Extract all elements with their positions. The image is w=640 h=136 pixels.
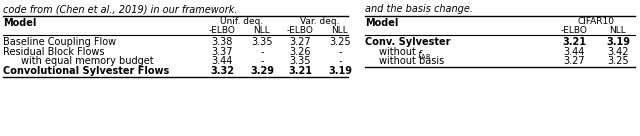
Text: NLL: NLL — [332, 26, 348, 35]
Text: 3.32: 3.32 — [210, 66, 234, 76]
Text: -: - — [260, 47, 264, 57]
Text: code from (Chen et al., 2019) in our framework.: code from (Chen et al., 2019) in our fra… — [3, 4, 237, 14]
Text: 3.27: 3.27 — [563, 56, 585, 66]
Text: -: - — [260, 56, 264, 66]
Text: NLL: NLL — [610, 26, 627, 35]
Text: $f_\mathrm{AR}$: $f_\mathrm{AR}$ — [417, 48, 431, 62]
Text: Convolutional Sylvester Flows: Convolutional Sylvester Flows — [3, 66, 169, 76]
Text: -ELBO: -ELBO — [561, 26, 588, 35]
Text: 3.21: 3.21 — [562, 37, 586, 47]
Text: 3.37: 3.37 — [211, 47, 233, 57]
Text: Var. deq.: Var. deq. — [300, 18, 340, 27]
Text: -ELBO: -ELBO — [209, 26, 236, 35]
Text: Baseline Coupling Flow: Baseline Coupling Flow — [3, 37, 116, 47]
Text: and the basis change.: and the basis change. — [365, 4, 473, 14]
Text: 3.26: 3.26 — [289, 47, 311, 57]
Text: 3.29: 3.29 — [250, 66, 274, 76]
Text: Residual Block Flows: Residual Block Flows — [3, 47, 104, 57]
Text: NLL: NLL — [253, 26, 270, 35]
Text: -ELBO: -ELBO — [287, 26, 314, 35]
Text: Conv. Sylvester: Conv. Sylvester — [365, 37, 451, 47]
Text: without basis: without basis — [379, 56, 444, 66]
Text: 3.42: 3.42 — [607, 47, 628, 57]
Text: 3.44: 3.44 — [563, 47, 585, 57]
Text: 3.35: 3.35 — [289, 56, 311, 66]
Text: with equal memory budget: with equal memory budget — [21, 56, 154, 66]
Text: Unif. deq.: Unif. deq. — [220, 18, 264, 27]
Text: 3.38: 3.38 — [211, 37, 233, 47]
Text: CIFAR10: CIFAR10 — [577, 18, 614, 27]
Text: 3.35: 3.35 — [252, 37, 273, 47]
Text: 3.21: 3.21 — [288, 66, 312, 76]
Text: -: - — [339, 56, 342, 66]
Text: -: - — [339, 47, 342, 57]
Text: 3.19: 3.19 — [328, 66, 352, 76]
Text: 3.27: 3.27 — [289, 37, 311, 47]
Text: 3.25: 3.25 — [607, 56, 629, 66]
Text: Model: Model — [365, 18, 398, 27]
Text: 3.25: 3.25 — [329, 37, 351, 47]
Text: 3.19: 3.19 — [606, 37, 630, 47]
Text: 3.44: 3.44 — [211, 56, 233, 66]
Text: without: without — [379, 47, 419, 57]
Text: Model: Model — [3, 18, 36, 27]
